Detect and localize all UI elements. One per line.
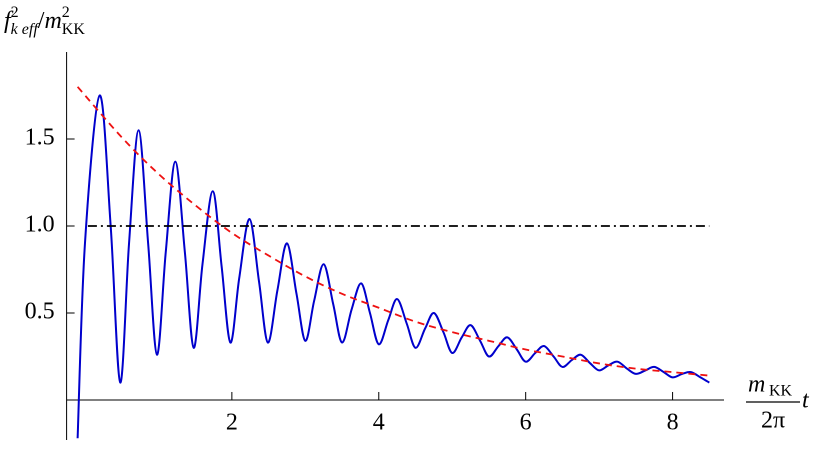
label-part: / — [38, 8, 45, 34]
y-tick-label: 1.5 — [25, 124, 55, 150]
label-part: m — [44, 8, 61, 34]
x-tick-label: 2 — [226, 409, 238, 435]
x-tick-label: 4 — [373, 409, 385, 435]
label-part: k eff — [11, 21, 41, 38]
label-part: f — [4, 8, 14, 34]
label-part: 2 — [62, 4, 70, 21]
y-axis-label: f2 k eff/m2 KK — [4, 4, 85, 38]
label-part: 2 — [11, 4, 19, 21]
label-part: KK — [62, 21, 86, 38]
x-axis-label: KK — [769, 383, 793, 400]
x-axis-label: m — [748, 372, 765, 398]
x-axis-label: 2π — [761, 408, 785, 434]
x-tick-label: 8 — [667, 409, 679, 435]
series-line — [76, 94, 710, 439]
x-axis-label: t — [802, 388, 810, 414]
y-tick-label: 1.0 — [25, 211, 55, 237]
series-line — [76, 86, 710, 377]
y-tick-label: 0.5 — [25, 298, 55, 324]
x-tick-label: 6 — [520, 409, 532, 435]
